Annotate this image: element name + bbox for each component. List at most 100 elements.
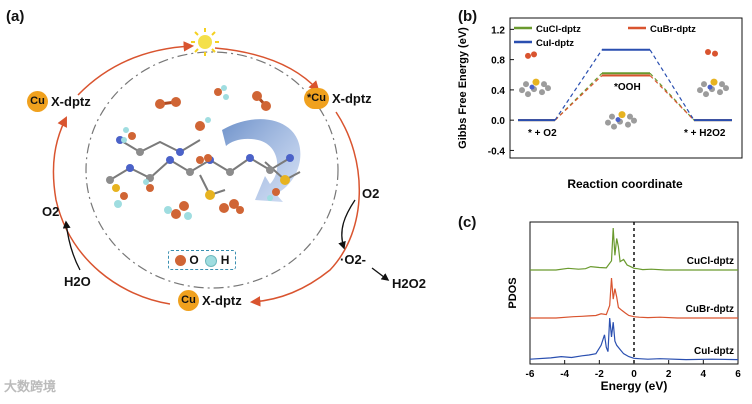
watermark: 大数跨境 xyxy=(4,379,57,394)
copper-atom xyxy=(618,111,626,119)
oxygen-atom xyxy=(531,51,537,58)
y-tick-label: -0.4 xyxy=(488,146,506,157)
y-tick-label: 1.2 xyxy=(491,25,505,36)
cycle-arc-top-left xyxy=(77,41,195,96)
cycle-arc-left xyxy=(52,116,171,305)
pdos-line-CuCl-dptz xyxy=(530,227,738,271)
x-dptz-label: X-dptz xyxy=(331,91,372,106)
y-tick-label: 0.0 xyxy=(491,116,505,127)
nitrogen-atom xyxy=(615,117,621,123)
cu-atom-icon: *Cu xyxy=(304,88,329,109)
arrow-o2-to-superoxide xyxy=(338,199,356,250)
panel-a-label: (a) xyxy=(6,8,25,25)
nitrogen-atom xyxy=(529,84,535,90)
x-tick-label: -2 xyxy=(595,369,604,380)
pdos-chart: -6 -4 -2 0 2 4 6 Energy (eV) PDOS CuCl-dptz CuBr-d… xyxy=(507,221,741,393)
arrow-superoxide-to-h2o2 xyxy=(371,267,390,281)
o2-left-label: O2 xyxy=(42,204,60,219)
carbon-atom xyxy=(719,81,725,88)
structure-end-icon xyxy=(697,78,729,98)
carbon-atom xyxy=(605,119,611,126)
arrow-h2o-to-o2 xyxy=(62,220,81,271)
structure-mid-icon xyxy=(605,111,637,130)
pdos-line-CuI-dptz xyxy=(529,317,739,361)
x-tick-label: 2 xyxy=(666,369,672,380)
h2o-label: H2O xyxy=(64,274,91,289)
carbon-atom xyxy=(519,87,525,94)
energy-connector-CuBr-dptz xyxy=(649,75,695,121)
species-end-label: * + H2O2 xyxy=(684,128,726,139)
atom-legend: O H xyxy=(168,250,237,270)
o2-right-label: O2 xyxy=(362,186,380,201)
oxygen-atom-icon xyxy=(175,255,186,267)
superoxide-label: ·O2- xyxy=(340,252,366,267)
carbon-atom xyxy=(723,85,729,92)
oxygen-atom xyxy=(705,49,711,56)
energy-connector-CuBr-dptz xyxy=(554,75,603,121)
gibbs-energy-chart: -0.4 0.0 0.4 0.8 1.2 Gibbs Free Energy (eV) Re… xyxy=(457,17,743,191)
x-axis-title: Energy (eV) xyxy=(601,379,668,393)
carbon-atom xyxy=(631,117,637,124)
legend-label: CuBr-dptz xyxy=(650,24,696,35)
carbon-atom xyxy=(611,123,617,130)
oxygen-atom xyxy=(712,50,718,57)
x-tick-label: 4 xyxy=(701,369,707,380)
legend-label: CuCl-dptz xyxy=(536,24,581,35)
sun-icon xyxy=(191,28,219,56)
species-start-label: * + O2 xyxy=(528,128,557,139)
cu-xdptz-right: *Cu X-dptz xyxy=(304,88,372,109)
copper-atom xyxy=(532,78,540,86)
x-tick-label: -6 xyxy=(526,369,535,380)
nitrogen-atom xyxy=(707,84,713,90)
structure-start-icon xyxy=(519,78,551,98)
carbon-atom xyxy=(525,91,531,98)
species-mid-label: *OOH xyxy=(614,82,641,93)
series-label: CuCl-dptz xyxy=(687,256,734,267)
x-dptz-label: X-dptz xyxy=(51,94,91,109)
legend-label: CuI-dptz xyxy=(536,38,574,49)
y-axis-title: PDOS xyxy=(507,277,519,308)
carbon-atom xyxy=(545,85,551,92)
carbon-atom xyxy=(697,87,703,94)
floating-molecules xyxy=(114,85,280,220)
y-tick-label: 0.8 xyxy=(491,56,505,67)
energy-connector-CuI-dptz xyxy=(649,49,695,121)
panel-c-label: (c) xyxy=(458,214,477,231)
hydrogen-atom-icon xyxy=(205,254,218,267)
series-label: CuI-dptz xyxy=(694,346,734,357)
carbon-atom xyxy=(627,113,633,120)
legend-o-label: O xyxy=(189,253,199,267)
pdos-line-CuBr-dptz xyxy=(530,278,738,319)
carbon-atom xyxy=(539,89,545,96)
carbon-atom xyxy=(609,113,615,120)
x-dptz-label: X-dptz xyxy=(202,293,242,308)
energy-connector-CuCl-dptz xyxy=(649,72,695,121)
cu-atom-icon: Cu xyxy=(178,290,199,311)
y-tick-label: 0.4 xyxy=(491,86,505,97)
cycle-arc-top-right xyxy=(214,47,320,92)
oxygen-atom xyxy=(525,52,531,59)
x-axis-title: Reaction coordinate xyxy=(567,177,683,191)
h2o2-label: H2O2 xyxy=(392,276,426,291)
carbon-atom xyxy=(701,81,707,88)
carbon-atom xyxy=(625,121,631,128)
y-axis-title: Gibbs Free Energy (eV) xyxy=(457,27,469,149)
x-tick-label: 0 xyxy=(631,369,637,380)
series-label: CuBr-dptz xyxy=(686,304,734,315)
cu-xdptz-left: Cu X-dptz xyxy=(27,91,91,112)
x-tick-label: 6 xyxy=(735,369,741,380)
cu-xdptz-bottom: Cu X-dptz xyxy=(178,290,242,311)
carbon-atom xyxy=(541,81,547,88)
panel-a-schematic xyxy=(52,28,390,307)
inner-dashed-circle xyxy=(85,51,339,289)
carbon-atom xyxy=(703,91,709,98)
panel-b-label: (b) xyxy=(458,8,478,25)
legend-h-label: H xyxy=(220,253,230,267)
plot-frame xyxy=(509,17,743,159)
carbon-atom xyxy=(523,81,529,88)
energy-connector-CuI-dptz xyxy=(554,49,603,121)
cu-atom-icon: Cu xyxy=(27,91,48,112)
x-tick-label: -4 xyxy=(560,369,569,380)
cycle-arc-right xyxy=(249,111,360,307)
carbon-atom xyxy=(717,89,723,96)
